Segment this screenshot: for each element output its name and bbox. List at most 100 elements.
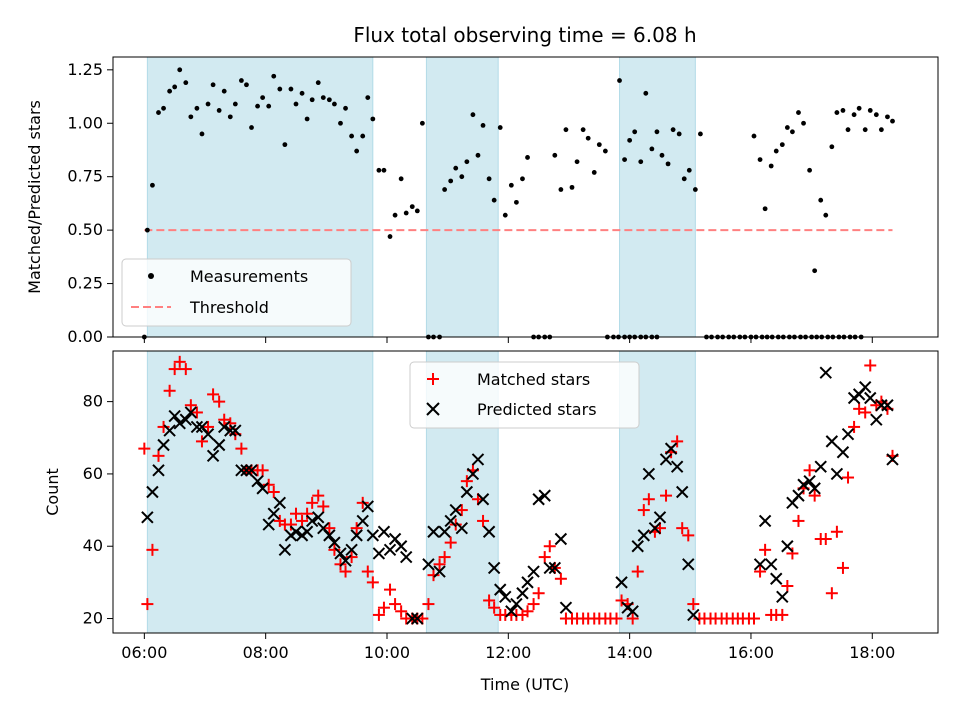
- measurement-point: [596, 142, 602, 148]
- measurement-point: [670, 127, 676, 133]
- predicted-star-point: [781, 540, 794, 553]
- predicted-star-point: [626, 605, 639, 618]
- measurement-point: [419, 120, 425, 126]
- predicted-star-point: [245, 464, 258, 477]
- measurement-point: [150, 182, 155, 188]
- predicted-star-point: [764, 558, 778, 571]
- predicted-star-point: [146, 485, 159, 499]
- bottom-legend: Matched stars Predicted stars: [409, 361, 640, 429]
- predicted-star-point: [521, 576, 534, 589]
- measurement-point: [520, 176, 525, 182]
- predicted-star-point: [190, 420, 204, 434]
- top-y-axis-label: Matched/Predicted stars: [25, 100, 44, 294]
- predicted-star-point: [538, 489, 551, 502]
- measurement-point: [818, 197, 824, 203]
- measurement-point: [665, 161, 671, 167]
- measurement-point: [617, 78, 622, 83]
- measurement-point: [277, 86, 283, 92]
- matched-star-point: [395, 605, 408, 618]
- matched-star-point: [483, 594, 496, 607]
- predicted-star-point: [218, 420, 231, 434]
- predicted-star-point: [157, 438, 170, 452]
- measurement-point: [574, 159, 580, 165]
- matched-star-point: [141, 598, 154, 611]
- measurement-point: [299, 90, 305, 96]
- measurement-point: [177, 67, 183, 73]
- matched-stars-series: [138, 355, 899, 625]
- predicted-star-point: [637, 529, 650, 542]
- predicted-star-point: [262, 518, 275, 531]
- matched-star-point: [786, 547, 799, 560]
- matched-star-point: [642, 493, 655, 506]
- matched-star-point: [306, 496, 319, 509]
- matched-star-point: [179, 363, 192, 376]
- measurement-point: [442, 187, 448, 192]
- predicted-star-point: [361, 500, 374, 513]
- measurement-point: [480, 122, 486, 128]
- legend-measurements-marker: [148, 273, 154, 279]
- matched-star-point: [366, 576, 379, 589]
- measurement-point: [845, 127, 851, 133]
- matched-star-point: [449, 518, 462, 531]
- measurement-point: [194, 105, 200, 111]
- y-tick-label: 0.50: [67, 220, 103, 239]
- measurement-point: [183, 80, 189, 86]
- measurement-point: [210, 82, 216, 88]
- matched-star-point: [173, 355, 186, 368]
- measurement-point: [829, 144, 835, 150]
- matched-star-point: [676, 522, 689, 535]
- measurement-point: [282, 142, 288, 148]
- matched-star-point: [157, 420, 170, 433]
- matched-star-point: [527, 598, 540, 611]
- predicted-star-point: [168, 409, 181, 423]
- matched-star-point: [207, 388, 220, 401]
- matched-star-point: [284, 518, 297, 531]
- matched-star-point: [152, 449, 165, 462]
- predicted-star-point: [825, 435, 839, 448]
- predicted-star-point: [631, 540, 644, 553]
- matched-star-point: [235, 442, 248, 455]
- measurement-point: [632, 129, 638, 135]
- predicted-star-point: [300, 525, 314, 538]
- measurement-point: [773, 148, 779, 154]
- measurement-point: [591, 170, 597, 175]
- measurement-point: [221, 88, 227, 94]
- predicted-star-point: [858, 380, 872, 394]
- measurement-point: [365, 95, 371, 101]
- predicted-star-point: [240, 464, 253, 477]
- predicted-star-point: [235, 464, 248, 477]
- matched-star-point: [747, 612, 760, 625]
- predicted-star-point: [184, 406, 198, 419]
- predicted-star-point: [229, 424, 242, 437]
- matched-star-point: [339, 565, 352, 578]
- matched-star-point: [532, 587, 545, 600]
- measurement-point: [514, 199, 519, 205]
- measurement-point: [459, 174, 465, 180]
- predicted-star-point: [687, 608, 700, 622]
- predicted-star-point: [682, 558, 695, 571]
- measurement-point: [508, 182, 514, 188]
- matched-star-point: [296, 514, 309, 527]
- predicted-star-point: [836, 446, 850, 459]
- matched-star-point: [433, 558, 446, 571]
- predicted-star-point: [224, 424, 237, 437]
- measurement-point: [757, 157, 763, 162]
- matched-star-point: [184, 399, 197, 412]
- predicted-star-point: [179, 413, 193, 426]
- measurement-point: [812, 268, 818, 274]
- predicted-star-point: [444, 514, 457, 528]
- predicted-star-point: [173, 417, 186, 430]
- measurement-point: [326, 97, 332, 103]
- predicted-star-point: [476, 493, 490, 506]
- bottom-y-axis-label: Count: [43, 468, 62, 516]
- predicted-star-point: [758, 514, 772, 528]
- predicted-star-point: [516, 587, 529, 600]
- y-tick-label: 20: [83, 609, 103, 628]
- predicted-star-point: [251, 474, 264, 488]
- top-axes-frame: [112, 56, 939, 338]
- matched-star-point: [615, 594, 628, 607]
- measurement-point: [172, 84, 178, 90]
- measurement-point: [227, 114, 233, 120]
- measurement-point: [332, 101, 337, 107]
- predicted-star-point: [543, 561, 556, 575]
